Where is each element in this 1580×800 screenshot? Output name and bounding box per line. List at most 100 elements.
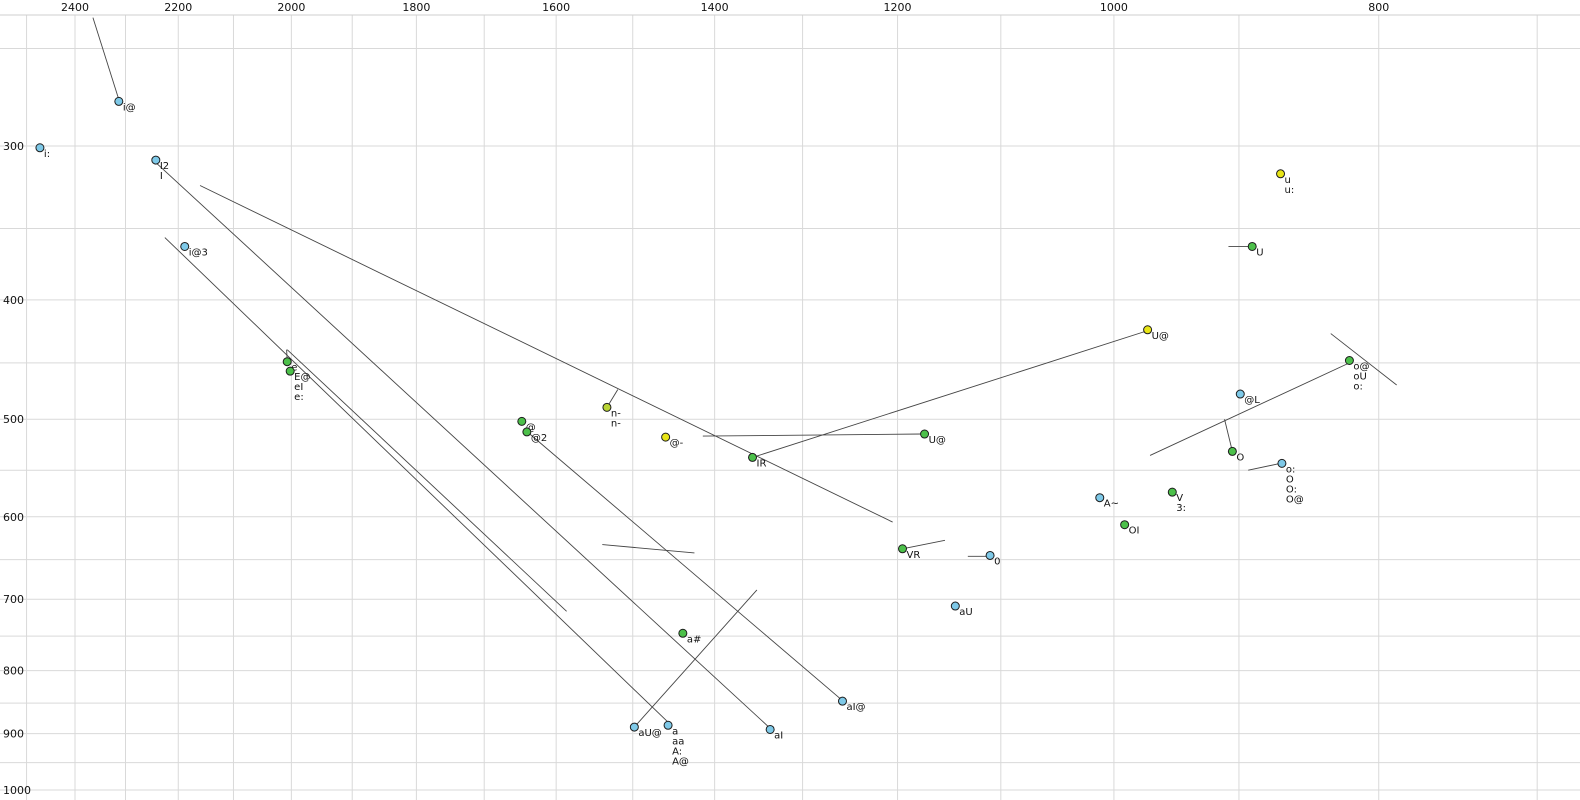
vowel-label: eI	[294, 382, 303, 393]
vowel-point-@2	[522, 427, 532, 437]
vowel-label: aI	[774, 730, 783, 741]
vowel-label: @2	[531, 433, 547, 444]
vowel-label: U@	[929, 435, 946, 446]
vowel-point-i:	[35, 143, 45, 153]
x-axis-tick-labels: 2400 2200 2000 1800 1600 1400 1200 1000 800	[61, 1, 1389, 14]
vowel-point-i@	[114, 96, 124, 106]
x-tick-label: 1200	[884, 1, 912, 14]
y-tick-label: 1000	[3, 784, 31, 797]
y-tick-label: 700	[3, 593, 24, 606]
vowel-label: u	[1285, 175, 1291, 186]
trajectory-line	[156, 163, 771, 729]
y-tick-label: 800	[3, 665, 24, 678]
y-tick-label: 500	[3, 413, 24, 426]
vowel-label: n-	[611, 408, 621, 419]
vowel-point-@	[517, 416, 527, 426]
trajectory-line	[634, 589, 758, 728]
y-tick-label: 400	[3, 294, 24, 307]
vowel-point-0	[985, 550, 995, 560]
vowel-label: e	[291, 363, 297, 374]
gridlines	[0, 14, 1580, 800]
vowel-point-o:	[1277, 458, 1287, 468]
vowel-label: aU	[959, 607, 972, 618]
vowel-label: aa	[672, 736, 684, 747]
vowel-label: i@	[123, 102, 136, 113]
vowel-label: @	[526, 422, 536, 433]
vowel-label: u:	[1285, 185, 1295, 196]
x-tick-label: 2400	[61, 1, 89, 14]
vowel-label: o@	[1353, 362, 1369, 373]
vowel-label: VR	[907, 550, 921, 561]
vowel-point-@L	[1235, 389, 1245, 399]
vowel-point-n-	[602, 402, 612, 412]
vowel-label: O	[1236, 452, 1244, 463]
vowel-point-E@	[285, 366, 295, 376]
vowel-label: o:	[1286, 464, 1296, 475]
y-axis-tick-labels: 300 400 500 600 700 800 900 1000	[3, 140, 31, 797]
vowel-label: i:	[44, 149, 50, 160]
trajectory-line	[286, 349, 567, 612]
trajectory-line	[702, 433, 923, 437]
trajectory-line	[1224, 419, 1233, 452]
vowel-point-V	[1167, 487, 1177, 497]
vowel-point-aU	[950, 601, 960, 611]
vowel-point-@-	[661, 432, 671, 442]
vowel-label: oU	[1353, 372, 1366, 383]
vowel-label: aI@	[846, 702, 865, 713]
trajectory-line	[1330, 333, 1397, 386]
vowel-label: i@3	[189, 247, 208, 258]
vowel-point-U	[1247, 241, 1257, 251]
vowel-point-U@	[1143, 325, 1153, 335]
trajectory-line	[602, 544, 695, 554]
vowel-point-a#	[678, 628, 688, 638]
trajectory-line	[752, 330, 1147, 458]
trajectory-line	[164, 237, 669, 723]
x-tick-label: 1000	[1100, 1, 1128, 14]
vowel-point-aI	[765, 724, 775, 734]
vowel-label: O@	[1286, 494, 1304, 505]
vowel-label: U	[1256, 247, 1263, 258]
x-tick-label: 1400	[701, 1, 729, 14]
vowel-label: aU@	[638, 728, 661, 739]
y-tick-label: 300	[3, 140, 24, 153]
vowel-label: @-	[670, 438, 684, 449]
trajectory-line	[92, 17, 120, 100]
vowel-point-aU@	[629, 722, 639, 732]
x-tick-label: 2000	[277, 1, 305, 14]
trajectory-line	[1248, 462, 1281, 471]
vowel-point-A~	[1095, 493, 1105, 503]
vowel-label: OI	[1129, 526, 1140, 537]
vowel-label: O	[1286, 474, 1294, 485]
vowel-point-OI	[1120, 520, 1130, 530]
vowel-point-VR	[898, 544, 908, 554]
vowel-label: IR	[757, 458, 767, 469]
trajectory-line	[902, 539, 946, 550]
vowel-label: o:	[1353, 382, 1363, 393]
y-tick-label: 900	[3, 728, 24, 741]
vowel-point-e	[282, 357, 292, 367]
vowel-point-a	[663, 720, 673, 730]
x-tick-label: 1600	[542, 1, 570, 14]
vowel-label: E@	[294, 372, 310, 383]
trajectory-lines	[92, 17, 1397, 729]
vowel-point-u	[1276, 169, 1286, 179]
vowel-label: I	[160, 171, 163, 182]
vowel-label: A@	[672, 756, 689, 767]
x-tick-label: 2200	[164, 1, 192, 14]
vowel-label: V	[1176, 493, 1183, 504]
vowel-point-U@	[920, 429, 930, 439]
vowel-label: 0	[994, 556, 1000, 567]
vowel-label: n-	[611, 418, 621, 429]
vowel-label: a	[672, 726, 678, 737]
vowel-label: O:	[1286, 484, 1297, 495]
vowel-label: 3:	[1176, 503, 1186, 514]
trajectory-line	[1149, 362, 1350, 456]
vowel-label: A~	[1104, 499, 1119, 510]
vowel-point-o@	[1344, 356, 1354, 366]
x-tick-label: 1800	[402, 1, 430, 14]
x-tick-label: 800	[1368, 1, 1389, 14]
vowel-label: @L	[1244, 395, 1260, 406]
vowel-point-IR	[748, 452, 758, 462]
vowel-point-i@3	[180, 241, 190, 251]
